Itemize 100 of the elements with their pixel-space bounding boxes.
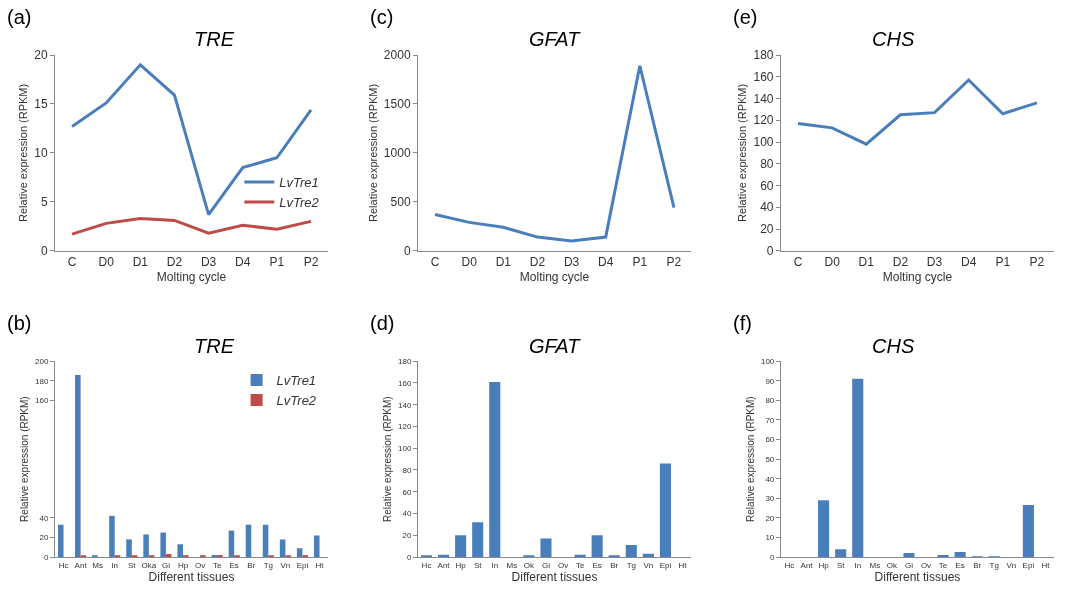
x-tick-label: Oka	[141, 560, 157, 570]
x-tick-label: Ms	[92, 560, 104, 570]
y-tick-label: 5	[40, 195, 48, 210]
bar	[659, 463, 671, 557]
x-tick-label: St	[473, 560, 483, 570]
y-axis-title: Relative expression (RPKM)	[16, 83, 29, 222]
x-tick-label: Ov	[920, 560, 932, 570]
chart-title: TRE	[194, 28, 235, 50]
text: (a)	[7, 6, 32, 28]
x-tick-label: Epi	[659, 560, 672, 570]
x-tick-label: Br	[247, 560, 256, 570]
y-tick-label: 40	[760, 200, 774, 215]
bar	[75, 374, 81, 557]
y-tick-label: 0	[403, 243, 411, 258]
y-tick-label: 100	[753, 135, 774, 150]
x-tick-label: P2	[303, 255, 319, 270]
x-tick-label: Ht	[1041, 560, 1051, 570]
x-tick-label: Ant	[800, 560, 814, 570]
y-tick-label: 120	[398, 422, 412, 432]
y-tick-label: 180	[398, 357, 412, 367]
bar	[160, 532, 166, 557]
x-tick-label: D2	[166, 255, 183, 270]
bar	[835, 549, 847, 557]
y-tick-label: 50	[765, 454, 775, 464]
x-axis-title: Molting cycle	[882, 270, 953, 285]
bar	[852, 378, 864, 557]
x-tick-label: Tg	[263, 560, 273, 570]
bar	[591, 535, 603, 557]
x-tick-label: D2	[529, 255, 546, 270]
chart-title: TRE	[194, 335, 235, 357]
x-tick-label: Ant	[437, 560, 451, 570]
chart-title: CHS	[872, 335, 915, 357]
y-axis-title: Relative expression (RPKM)	[736, 83, 749, 222]
y-tick-label: 0	[406, 552, 412, 562]
x-tick-label: Vn	[1006, 560, 1017, 570]
x-axis-title: Different tissues	[511, 570, 598, 585]
legend-label: LvTre2	[276, 393, 317, 409]
x-tick-label: D4	[598, 255, 614, 270]
line-series	[70, 216, 313, 236]
x-tick-label: D3	[200, 255, 217, 270]
legend-label: LvTre1	[276, 373, 317, 389]
chart-title: GFAT	[529, 335, 582, 357]
y-axis-title: Relative expression (RPKM)	[19, 396, 31, 522]
x-tick-label: P1	[632, 255, 648, 270]
y-tick-label: 80	[765, 396, 775, 406]
x-tick-label: P2	[1029, 255, 1045, 270]
x-tick-label: St	[128, 560, 137, 570]
chart-title: GFAT	[529, 28, 582, 50]
x-tick-label: Ok	[523, 560, 536, 570]
bar	[818, 500, 830, 557]
x-tick-label: Hc	[58, 560, 69, 570]
text: (d)	[370, 312, 395, 334]
x-axis-title: Molting cycle	[156, 270, 227, 285]
x-tick-label: Te	[212, 560, 222, 570]
y-tick-label: 70	[765, 415, 775, 425]
y-tick-label: 120	[753, 113, 774, 128]
y-tick-label: 140	[398, 400, 412, 410]
x-tick-label: St	[836, 560, 846, 570]
x-tick-label: Te	[938, 560, 948, 570]
y-tick-label: 20	[760, 222, 774, 237]
x-tick-label: Gi	[161, 560, 171, 570]
x-tick-label: Ov	[557, 560, 569, 570]
x-tick-label: Ant	[74, 560, 88, 570]
y-tick-label: 30	[765, 494, 775, 504]
y-tick-label: 60	[765, 435, 775, 445]
bar	[574, 554, 586, 557]
text: (c)	[370, 6, 394, 28]
y-tick-label: 180	[753, 48, 774, 63]
y-tick-label: 20	[34, 48, 48, 63]
x-tick-label: Te	[575, 560, 585, 570]
bar	[126, 539, 132, 557]
y-tick-label: 160	[753, 69, 774, 84]
y-tick-label: 60	[402, 487, 412, 497]
x-tick-label: D1	[495, 255, 512, 270]
text: (f)	[733, 312, 752, 334]
x-tick-label: D4	[235, 255, 251, 270]
y-tick-label: 1500	[383, 97, 411, 112]
bar	[642, 553, 654, 557]
y-tick-label: 90	[765, 376, 775, 386]
bar	[165, 554, 172, 557]
bar	[455, 535, 467, 557]
y-axis-title: Relative expression (RPKM)	[366, 83, 379, 222]
y-tick-label: 10	[765, 533, 775, 543]
x-tick-label: D0	[824, 255, 841, 270]
y-axis-title: Relative expression (RPKM)	[382, 396, 394, 522]
x-tick-label: Tg	[626, 560, 636, 570]
y-axis-title: Relative expression (RPKM)	[744, 396, 756, 522]
y-tick-label: 80	[760, 156, 774, 171]
bar	[313, 535, 320, 557]
x-tick-label: D4	[961, 255, 977, 270]
y-tick-label: 0	[43, 552, 49, 562]
y-tick-label: 15	[34, 97, 48, 112]
bar	[279, 539, 286, 557]
legend-label: LvTre1	[279, 175, 319, 191]
y-tick-label: 20	[402, 531, 412, 541]
x-tick-label: Hp	[177, 560, 189, 570]
x-tick-label: C	[430, 255, 440, 270]
y-tick-label: 80	[402, 465, 412, 475]
x-tick-label: Vn	[280, 560, 291, 570]
x-tick-label: D0	[98, 255, 115, 270]
